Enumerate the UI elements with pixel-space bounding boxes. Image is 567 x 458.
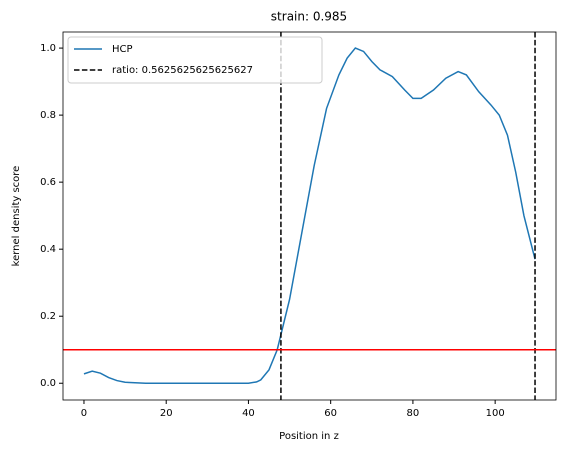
x-tick-label: 100 [486,408,505,419]
legend-box [67,36,323,84]
line-series [83,47,536,384]
x-tick-label: 20 [160,408,173,419]
y-tick-label: 0.4 [40,244,56,255]
x-tick-label: 80 [407,408,420,419]
y-tick-label: 1.0 [40,43,56,54]
y-axis-label: kernel density score [11,166,22,267]
axes-frame [62,31,557,401]
chart-title: strain: 0.985 [271,10,347,24]
y-tick-label: 0.8 [40,110,56,121]
y-tick-label: 0.0 [40,378,56,389]
y-tick-label: 0.6 [40,177,56,188]
y-tick-label: 0.2 [40,311,56,322]
x-tick-label: 60 [324,408,337,419]
x-axis-label: Position in z [279,431,339,442]
legend-label: HCP [112,44,133,55]
legend-label: ratio: 0.5625625625625627 [112,65,253,76]
x-tick-label: 40 [242,408,255,419]
x-tick-label: 0 [81,408,87,419]
